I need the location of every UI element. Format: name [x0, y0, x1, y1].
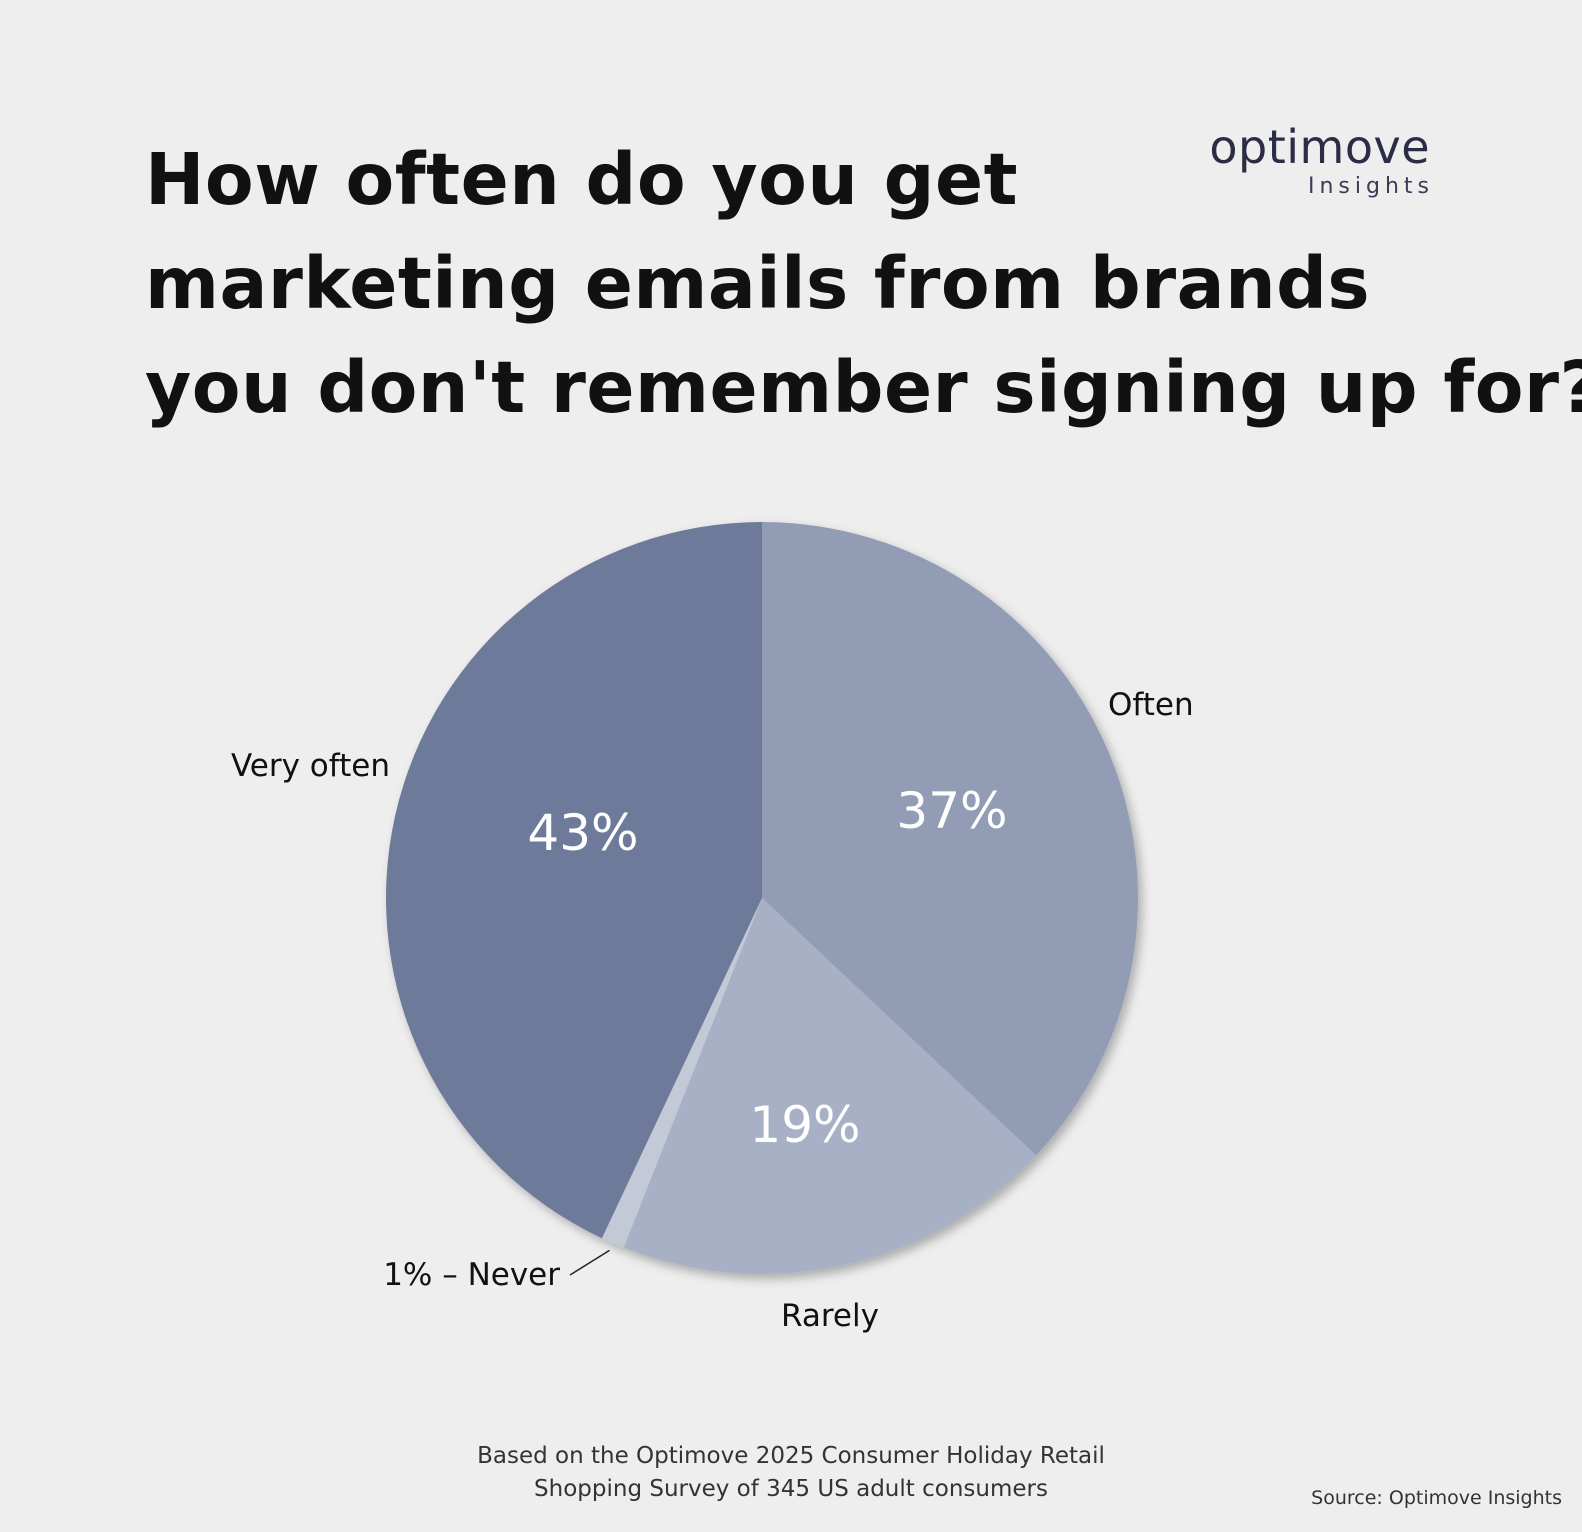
pie-labels: 37% Often 19% Rarely 1% – Never 43% Very often: [231, 687, 1194, 1334]
slice-value-label-very-often: 43%: [527, 804, 638, 862]
pie-slices: [386, 522, 1138, 1275]
slice-value-label-often: 37%: [896, 782, 1007, 840]
logo-subtitle: Insights: [1307, 174, 1434, 199]
slice-category-label-rarely: Rarely: [781, 1298, 879, 1334]
source-credit: Source: Optimove Insights: [1311, 1487, 1562, 1509]
pie-slice-very-often: [386, 522, 762, 1239]
pie-slice-never: [601, 898, 762, 1248]
slice-category-label-very-often: Very often: [231, 748, 390, 784]
slice-category-label-often: Often: [1108, 687, 1194, 723]
title-line-3: you don't remember signing up for?: [145, 346, 1582, 429]
title-line-1: How often do you get: [145, 138, 1019, 221]
pie-slice-often: [762, 522, 1138, 1156]
pie-slice-rarely: [623, 898, 1037, 1275]
logo-wordmark: optimove: [1209, 120, 1430, 174]
title-line-2: marketing emails from brands: [145, 242, 1371, 325]
survey-footnote: Based on the Optimove 2025 Consumer Holi…: [0, 1440, 1582, 1506]
never-leader-line: [569, 1249, 610, 1276]
optimove-logo: optimove Insights: [1209, 120, 1430, 200]
footnote-line-1: Based on the Optimove 2025 Consumer Holi…: [477, 1443, 1105, 1469]
footnote-line-2: Shopping Survey of 345 US adult consumer…: [534, 1476, 1048, 1502]
slice-category-label-never: 1% – Never: [383, 1257, 560, 1293]
chart-title: How often do you get marketing emails fr…: [145, 128, 1582, 440]
slice-value-label-rarely: 19%: [749, 1096, 860, 1154]
